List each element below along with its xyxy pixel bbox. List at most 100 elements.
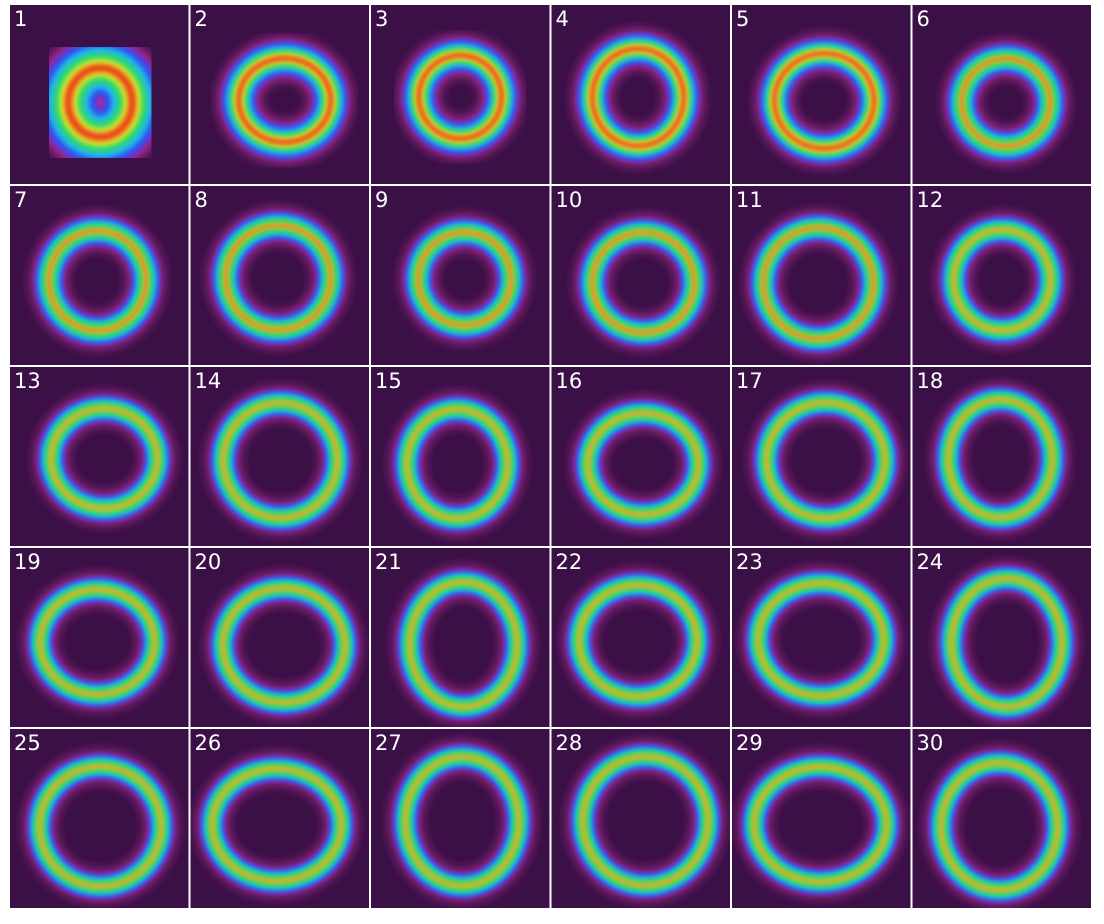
beam-ring [573, 29, 703, 165]
beam-ring [197, 753, 357, 897]
beam-ring [208, 208, 348, 347]
panel-label: 8 [195, 188, 208, 212]
beam-ring [572, 397, 714, 530]
panel-label: 22 [556, 550, 583, 574]
ring-band [582, 755, 709, 886]
ring-band [762, 226, 875, 340]
ring-band [757, 582, 885, 697]
panel-label: 29 [736, 731, 763, 755]
beam-ring [217, 37, 352, 164]
panel-label: 23 [736, 550, 763, 574]
panel-label: 17 [736, 369, 763, 393]
beam-ring [936, 563, 1077, 722]
panel: 19 [10, 548, 189, 727]
panel: 13 [10, 367, 189, 546]
beam-ring [391, 393, 524, 535]
panel: 28 [551, 729, 730, 908]
ring-band [50, 407, 158, 510]
panel: 26 [190, 729, 369, 908]
panel: 25 [10, 729, 189, 908]
ring-band [587, 412, 699, 516]
panel-label: 12 [917, 188, 944, 212]
panel-label: 18 [917, 369, 944, 393]
beam-ring [747, 211, 890, 356]
panel-label: 15 [375, 369, 402, 393]
ring-band [222, 402, 338, 519]
panel-label: 1 [14, 7, 27, 31]
ring-band [417, 53, 504, 141]
panel-label: 30 [917, 731, 944, 755]
panel-label: 19 [14, 550, 41, 574]
panel-label: 26 [195, 731, 222, 755]
panel-label: 6 [917, 7, 930, 31]
ring-band [38, 765, 162, 887]
panel: 30 [912, 729, 1091, 908]
panel-label: 16 [556, 369, 583, 393]
beam-ring [751, 387, 901, 534]
beam-ring [743, 568, 899, 711]
panel: 21 [371, 548, 550, 727]
panel-label: 28 [556, 731, 583, 755]
panel: 14 [190, 367, 369, 546]
ring-band [409, 581, 518, 708]
beam-ring [756, 35, 893, 167]
panel-label: 4 [556, 7, 569, 31]
ring-band [947, 398, 1053, 519]
ring-band [773, 51, 876, 150]
ring-band [417, 231, 512, 327]
ring-band [224, 224, 332, 331]
panel: 2 [190, 5, 369, 184]
panel-label: 14 [195, 369, 222, 393]
panel: 27 [371, 729, 550, 908]
ring-band [578, 584, 698, 698]
panel-label: 10 [556, 188, 583, 212]
panel: 20 [190, 548, 369, 727]
beam-ring [933, 384, 1068, 533]
ring-band [950, 577, 1063, 708]
ring-band [960, 57, 1051, 147]
beam-ring [568, 741, 723, 901]
panel: 23 [732, 548, 911, 727]
panel-label: 7 [14, 188, 27, 212]
beam-ring [35, 392, 174, 525]
panel-label: 5 [736, 7, 749, 31]
panel-label: 3 [375, 7, 388, 31]
ring-band [591, 231, 696, 334]
ring-band [65, 65, 135, 140]
panel: 6 [912, 5, 1091, 184]
beam-ring [394, 567, 533, 722]
ring-band [39, 588, 156, 696]
panel-label: 25 [14, 731, 41, 755]
panel: 1 [10, 5, 189, 184]
beam-ring [207, 387, 354, 534]
panel: 29 [732, 729, 911, 908]
panel: 17 [732, 367, 911, 546]
panel: 4 [551, 5, 730, 184]
panel: 16 [551, 367, 730, 546]
beam-ring [937, 213, 1067, 347]
ring-band [940, 762, 1059, 891]
ring-band [211, 768, 342, 882]
ring-band [753, 766, 888, 883]
panel: 8 [190, 186, 369, 365]
panel: 11 [732, 186, 911, 365]
beam-ring [25, 574, 170, 710]
panel-label: 9 [375, 188, 388, 212]
panel: 9 [371, 186, 550, 365]
beam-ring [575, 215, 711, 349]
panel: 18 [912, 367, 1091, 546]
panel: 24 [912, 548, 1091, 727]
panel: 22 [551, 548, 730, 727]
beam-ring [564, 570, 713, 712]
beam-ring [31, 213, 164, 348]
panel-label: 13 [14, 369, 41, 393]
beam-ring [399, 35, 522, 159]
beam-ring [401, 215, 528, 343]
panel: 5 [732, 5, 911, 184]
beam-ring [943, 40, 1068, 164]
panel: 12 [912, 186, 1091, 365]
panel: 10 [551, 186, 730, 365]
beam-ring [390, 741, 534, 901]
ring-band [766, 401, 886, 519]
